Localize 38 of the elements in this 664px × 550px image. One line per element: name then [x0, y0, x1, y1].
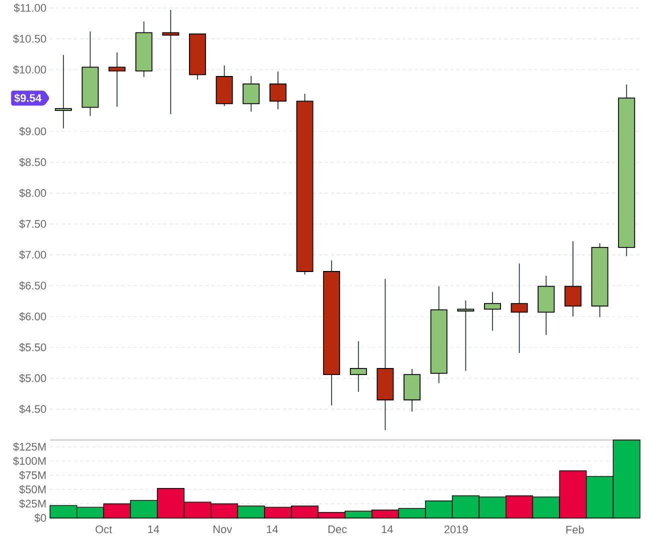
x-tick-label: 14 [382, 526, 393, 534]
y-tick-label: $9.00 [19, 126, 46, 136]
y-tick-label: $8.50 [19, 158, 46, 167]
y-tick-label: $5.50 [19, 342, 46, 352]
x-tick-label: 14 [148, 526, 160, 534]
y-tick-label: $6.50 [19, 281, 46, 290]
y-tick-label: $10.00 [13, 65, 46, 74]
x-tick-label: Feb [566, 526, 584, 534]
x-tick-label: 2019 [444, 526, 468, 534]
candlestick [269, 71, 286, 110]
y-tick-label: $25M [19, 499, 46, 508]
candlestick [54, 54, 72, 129]
text: $9.54 [14, 94, 42, 103]
y-tick-label: $6.00 [19, 312, 46, 321]
x-tick-label: 14 [266, 526, 278, 534]
candlestick [484, 291, 502, 332]
candlestick [242, 75, 260, 112]
y-tick-label: $4.50 [19, 404, 46, 414]
candlestick [108, 52, 126, 108]
y-tick-label: $50M [19, 485, 46, 494]
y-tick-label: $100M [13, 456, 46, 466]
candlestick [564, 240, 582, 318]
x-tick-label: Dec [328, 526, 347, 534]
candlestick [350, 340, 367, 392]
y-tick-label: $5.00 [19, 374, 46, 383]
y-tick-label: $125M [13, 442, 46, 452]
y-tick-label: $7.50 [19, 220, 46, 228]
y-tick-label: $0 [34, 514, 46, 522]
y-tick-label: $8.00 [19, 188, 46, 198]
y-tick-label: $11.00 [14, 4, 46, 12]
x-tick-label: Oct [96, 526, 112, 534]
candlestick [457, 300, 474, 372]
y-tick-label: $7.00 [19, 250, 46, 260]
y-tick-label: $75M [19, 470, 46, 480]
y-tick-label: $10.50 [13, 34, 46, 44]
candlestick [510, 263, 528, 354]
candlestick [162, 9, 180, 115]
x-tick-label: Nov [214, 526, 232, 534]
